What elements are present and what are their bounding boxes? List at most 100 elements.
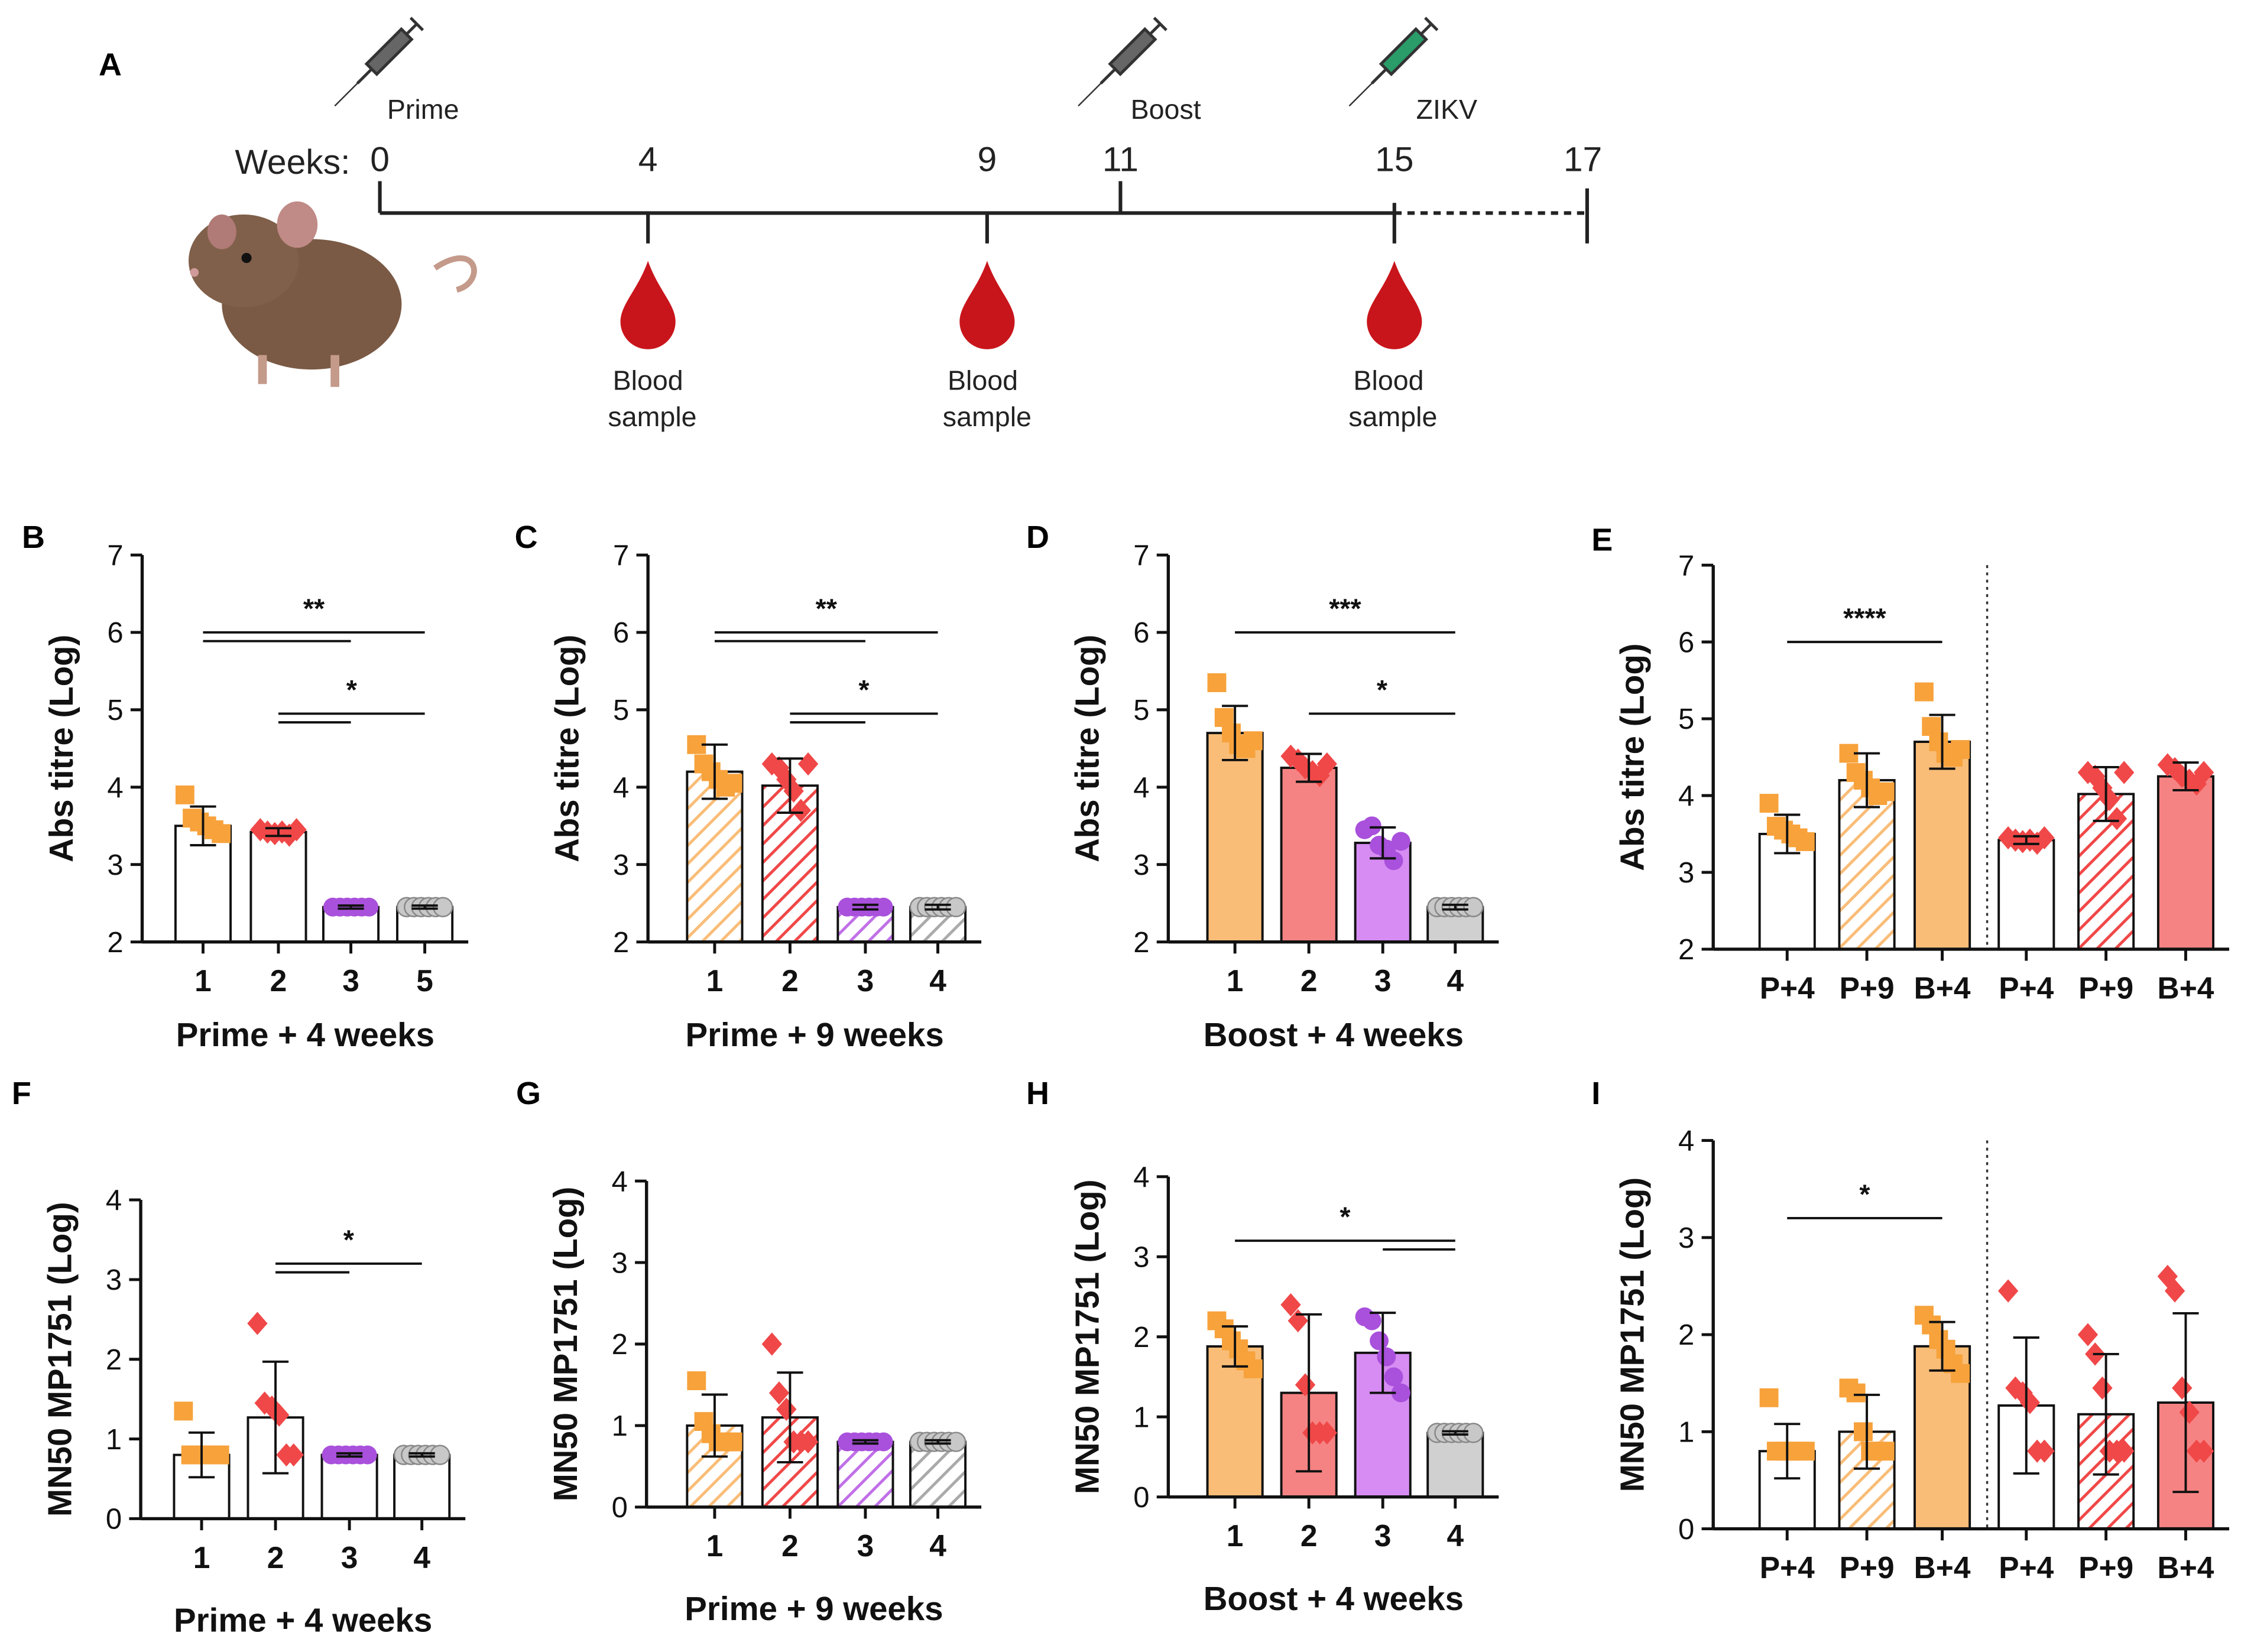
bar [1997,839,2055,950]
x-tick-label: B+4 [2158,1550,2214,1585]
data-point [1370,1331,1389,1351]
x-tick-label: 3 [1374,1518,1392,1553]
panel-letter: I [1591,1076,1600,1111]
significance-label: *** [1329,593,1361,624]
bar [2156,775,2215,950]
week-label: 17 [1564,140,1602,178]
data-point [723,1432,742,1452]
y-tick-label: 5 [613,694,629,726]
data-point [2092,1376,2113,1400]
y-tick-label: 2 [107,927,123,959]
week-label: 15 [1375,140,1413,178]
x-tick-label: 2 [781,1528,799,1563]
y-tick-label: 1 [612,1410,628,1442]
x-axis-label: Prime + 9 weeks [685,1590,943,1627]
sample-label: Blood [1353,365,1423,396]
panel-letter: C [515,520,538,555]
sample-label: sample [943,401,1032,432]
x-tick-label: 4 [929,963,946,998]
x-axis-label: Boost + 4 weeks [1204,1016,1464,1053]
data-point [1207,673,1227,692]
significance-label: * [1377,674,1388,705]
chart-panel: F 0 1 2 3 4 1 2 3 4 Prime + 4 weeks MN50 MP1751 (Lo… [12,1076,466,1639]
sample-label: sample [608,401,696,432]
data-point [1951,740,1970,759]
y-tick-label: 0 [1133,1482,1149,1514]
y-tick-label: 7 [1133,540,1149,572]
data-point [2193,761,2214,784]
data-point [1875,782,1895,801]
significance-label: **** [1843,603,1886,634]
x-axis-label: Prime + 9 weeks [686,1016,944,1053]
x-tick-label: 3 [341,1540,358,1575]
x-tick-label: 4 [1447,963,1464,998]
bar [1206,732,1264,943]
significance-label: * [858,674,870,705]
x-tick-label: 3 [1374,963,1392,998]
y-tick-label: 5 [1678,703,1694,735]
x-tick-label: 1 [1227,963,1244,998]
event-label: Prime [387,94,459,125]
data-point [1243,731,1263,751]
y-tick-label: 3 [106,1264,122,1296]
data-point [1463,1423,1484,1443]
y-tick-label: 4 [1678,1125,1694,1157]
y-tick-label: 6 [1678,627,1694,658]
y-tick-label: 7 [1678,550,1694,582]
y-tick-label: 7 [613,540,629,572]
data-point [1362,1311,1381,1330]
y-axis-label: Abs titre (Log) [1069,635,1106,862]
data-point [1362,816,1381,836]
y-tick-label: 2 [1133,1322,1149,1354]
x-tick-label: 1 [194,963,212,998]
y-tick-label: 2 [1678,934,1694,966]
y-tick-label: 3 [1678,857,1694,889]
y-axis-label: Abs titre (Log) [1614,643,1651,871]
x-tick-label: 2 [1300,963,1318,998]
x-tick-label: 1 [706,1528,724,1563]
data-point [1391,1383,1410,1403]
y-tick-label: 7 [107,540,123,572]
y-axis-label: MN50 MP1751 (Log) [547,1187,584,1502]
bar [393,1453,451,1520]
data-point [175,785,194,804]
data-point [797,752,819,776]
data-point [945,1432,967,1452]
sample-label: sample [1348,401,1437,432]
panel-letter: D [1026,520,1049,555]
y-tick-label: 4 [1678,780,1694,812]
data-point [1316,752,1337,776]
x-tick-label: P+9 [2078,1550,2133,1585]
data-point [2114,761,2135,784]
y-tick-label: 0 [1678,1514,1694,1546]
panel-letter: B [22,520,45,555]
y-tick-label: 6 [1133,617,1149,649]
data-point [2034,1439,2055,1463]
y-axis-label: MN50 MP1751 (Log) [41,1202,78,1517]
y-tick-label: 3 [612,1247,628,1279]
bar [686,770,744,943]
y-axis-label: MN50 MP1751 (Log) [1614,1177,1651,1492]
x-tick-label: P+9 [2078,971,2133,1005]
data-point [723,774,742,793]
y-tick-label: 4 [106,1184,122,1216]
x-tick-label: P+4 [1999,1550,2054,1585]
x-tick-label: 1 [1227,1518,1244,1553]
y-tick-label: 2 [106,1344,122,1376]
y-tick-label: 0 [106,1504,122,1536]
x-tick-label: B+4 [2158,971,2214,1005]
y-tick-label: 4 [1133,772,1149,804]
y-axis-label: MN50 MP1751 (Log) [1069,1179,1106,1494]
y-tick-label: 3 [613,849,629,881]
panel-letter: E [1591,522,1613,558]
data-point [283,1443,304,1467]
x-tick-label: P+9 [1840,1550,1895,1585]
data-point [1795,832,1815,851]
y-axis-label: Abs titre (Log) [548,635,585,862]
x-axis-label: Prime + 4 weeks [176,1016,434,1053]
data-point [1463,897,1484,917]
data-point [1914,682,1934,702]
y-tick-label: 3 [107,849,123,881]
x-tick-label: 4 [1447,1518,1464,1553]
